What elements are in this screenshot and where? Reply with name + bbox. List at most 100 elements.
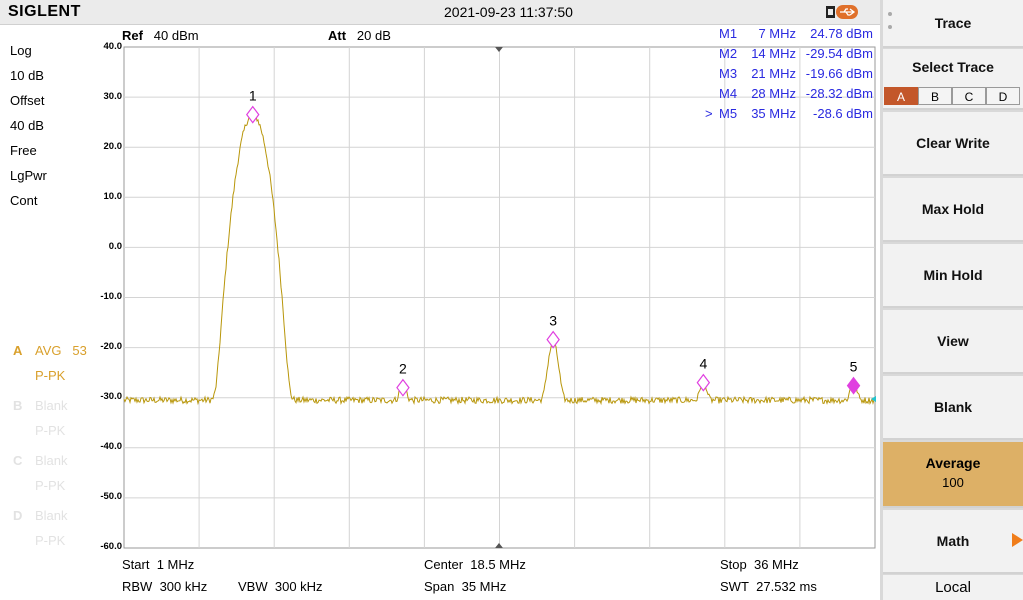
trace-d-detector: P-PK: [35, 533, 66, 548]
marker-frequency: 35 MHz: [751, 106, 796, 121]
marker-name: M4: [719, 86, 738, 101]
y-tick-label: -40.0: [100, 441, 122, 452]
math-label: Math: [936, 533, 970, 549]
y-tick-label: 0.0: [108, 241, 122, 252]
view-button[interactable]: View: [883, 310, 1023, 374]
center-label: Center: [424, 557, 464, 572]
sweep-time[interactable]: SWT 27.532 ms: [720, 579, 817, 594]
marker-diamond-icon[interactable]: [696, 373, 711, 392]
marker-label: 2: [399, 361, 407, 377]
average-button[interactable]: Average 100: [883, 442, 1023, 508]
sweep-mode: Cont: [10, 193, 38, 208]
center-top-arrow-icon: [495, 47, 503, 52]
rbw[interactable]: RBW 300 kHz: [122, 579, 207, 594]
marker-diamond-icon[interactable]: [846, 376, 861, 395]
marker-frequency: 7 MHz: [758, 26, 796, 41]
trace-a-mode: AVG 53: [35, 343, 87, 358]
segment-trace-a[interactable]: A: [884, 87, 918, 105]
marker-frequency: 14 MHz: [751, 46, 796, 61]
average-value: 100: [942, 475, 964, 490]
datetime: 2021-09-23 11:37:50: [444, 4, 573, 20]
trace-a-letter: A: [13, 343, 23, 358]
offset-label: Offset: [10, 93, 45, 108]
min-hold-button[interactable]: Min Hold: [883, 244, 1023, 308]
marker-label: 4: [699, 356, 707, 372]
trace-d-mode: Blank: [35, 508, 68, 523]
max-hold-button[interactable]: Max Hold: [883, 178, 1023, 242]
marker-name: M5: [719, 106, 738, 121]
marker-name: M1: [719, 26, 738, 41]
marker-diamond-icon[interactable]: [245, 105, 260, 124]
marker-name: M2: [719, 46, 738, 61]
att-label: Att: [328, 28, 347, 43]
local-button[interactable]: Local: [883, 575, 1023, 600]
markers: 1 2 3 4 5: [245, 88, 861, 397]
trace-c-mode: Blank: [35, 453, 68, 468]
select-trace-label: Select Trace: [912, 59, 994, 75]
y-tick-label: -60.0: [100, 541, 122, 552]
vbw-label: VBW: [238, 579, 268, 594]
scale-div: 10 dB: [10, 68, 44, 83]
trace-a-detector: P-PK: [35, 368, 66, 383]
center-frequency[interactable]: Center 18.5 MHz: [424, 557, 526, 572]
vbw[interactable]: VBW 300 kHz: [238, 579, 323, 594]
trace-menu-title: Trace: [883, 0, 1023, 48]
segment-trace-c[interactable]: C: [952, 87, 986, 105]
submenu-arrow-icon: [1012, 533, 1023, 547]
trigger-mode: Free: [10, 143, 37, 158]
vbw-value: 300 kHz: [274, 579, 323, 594]
clear-write-button[interactable]: Clear Write: [883, 112, 1023, 176]
segment-trace-d[interactable]: D: [986, 87, 1020, 105]
blank-button[interactable]: Blank: [883, 376, 1023, 440]
trace-d-letter: D: [13, 508, 23, 523]
ref-label: Ref: [122, 28, 143, 43]
stop-frequency[interactable]: Stop 36 MHz: [720, 557, 799, 572]
span-label: Span: [424, 579, 455, 594]
trace-c-letter: C: [13, 453, 23, 468]
stop-label: Stop: [720, 557, 747, 572]
trace-end-indicator-icon: [871, 396, 876, 402]
trace-b-mode: Blank: [35, 398, 68, 413]
rbw-label: RBW: [122, 579, 153, 594]
start-label: Start: [122, 557, 150, 572]
marker-frequency: 28 MHz: [751, 86, 796, 101]
y-tick-label: -50.0: [100, 491, 122, 502]
grid: [124, 47, 875, 548]
offset-value: 40 dB: [10, 118, 44, 133]
y-tick-label: -20.0: [100, 341, 122, 352]
y-tick-label: 30.0: [103, 91, 123, 102]
trace-b-letter: B: [13, 398, 23, 413]
y-tick-label: -10.0: [100, 291, 122, 302]
marker-amplitude: -28.6 dBm: [813, 106, 873, 121]
y-tick-label: -30.0: [100, 391, 122, 402]
stop-value: 36 MHz: [753, 557, 799, 572]
grip-dots-icon: [888, 12, 892, 29]
segment-trace-b[interactable]: B: [918, 87, 952, 105]
marker-label: 1: [249, 88, 257, 104]
average-type: LgPwr: [10, 168, 47, 183]
att-value: 20 dB: [356, 28, 391, 43]
y-tick-label: 20.0: [103, 141, 123, 152]
marker-label: 3: [549, 313, 557, 329]
marker-label: 5: [850, 359, 858, 375]
math-button[interactable]: Math: [883, 510, 1023, 574]
marker-diamond-icon[interactable]: [546, 330, 560, 349]
marker-amplitude: 24.78 dBm: [810, 26, 873, 41]
marker-name: M3: [719, 66, 738, 81]
usb-icon: [826, 5, 858, 19]
attenuation[interactable]: Att 20 dB: [328, 28, 391, 43]
center-bottom-arrow-icon: [495, 543, 503, 548]
center-value: 18.5 MHz: [470, 557, 526, 572]
marker-diamond-icon[interactable]: [396, 378, 410, 397]
active-marker-pointer-icon: >: [705, 106, 713, 121]
trace-a-count: 53: [72, 343, 87, 358]
spectrum-plot[interactable]: 1 2 3 4 5: [0, 0, 880, 600]
span-value: 35 MHz: [461, 579, 507, 594]
marker-amplitude: -19.66 dBm: [805, 66, 873, 81]
trace-b-detector: P-PK: [35, 423, 66, 438]
start-frequency[interactable]: Start 1 MHz: [122, 557, 194, 572]
y-tick-label: 40.0: [103, 41, 123, 52]
reference-level[interactable]: Ref 40 dBm: [122, 28, 199, 43]
span[interactable]: Span 35 MHz: [424, 579, 506, 594]
swt-label: SWT: [720, 579, 749, 594]
